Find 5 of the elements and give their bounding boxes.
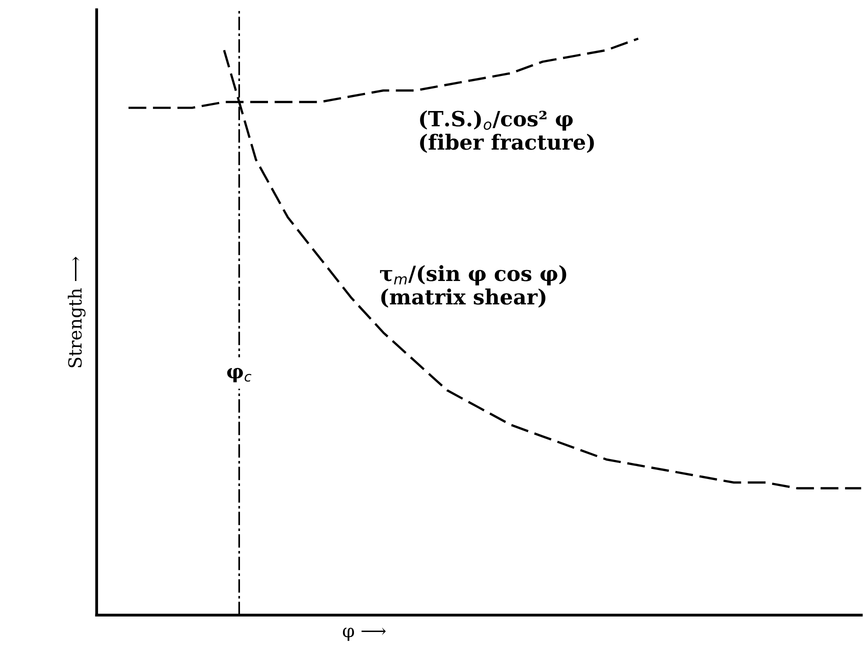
annotation: φ$_{c}$ [227,368,252,382]
x-axis-title: φ ⟶ [342,628,386,641]
series-label: τ$_{m}$/(sin φ cos φ) (matrix shear) [380,265,566,308]
series-label: (T.S.)$_{o}$/cos² φ (fiber fracture) [420,110,594,153]
y-axis-title: Strength ⟶ [68,256,86,368]
